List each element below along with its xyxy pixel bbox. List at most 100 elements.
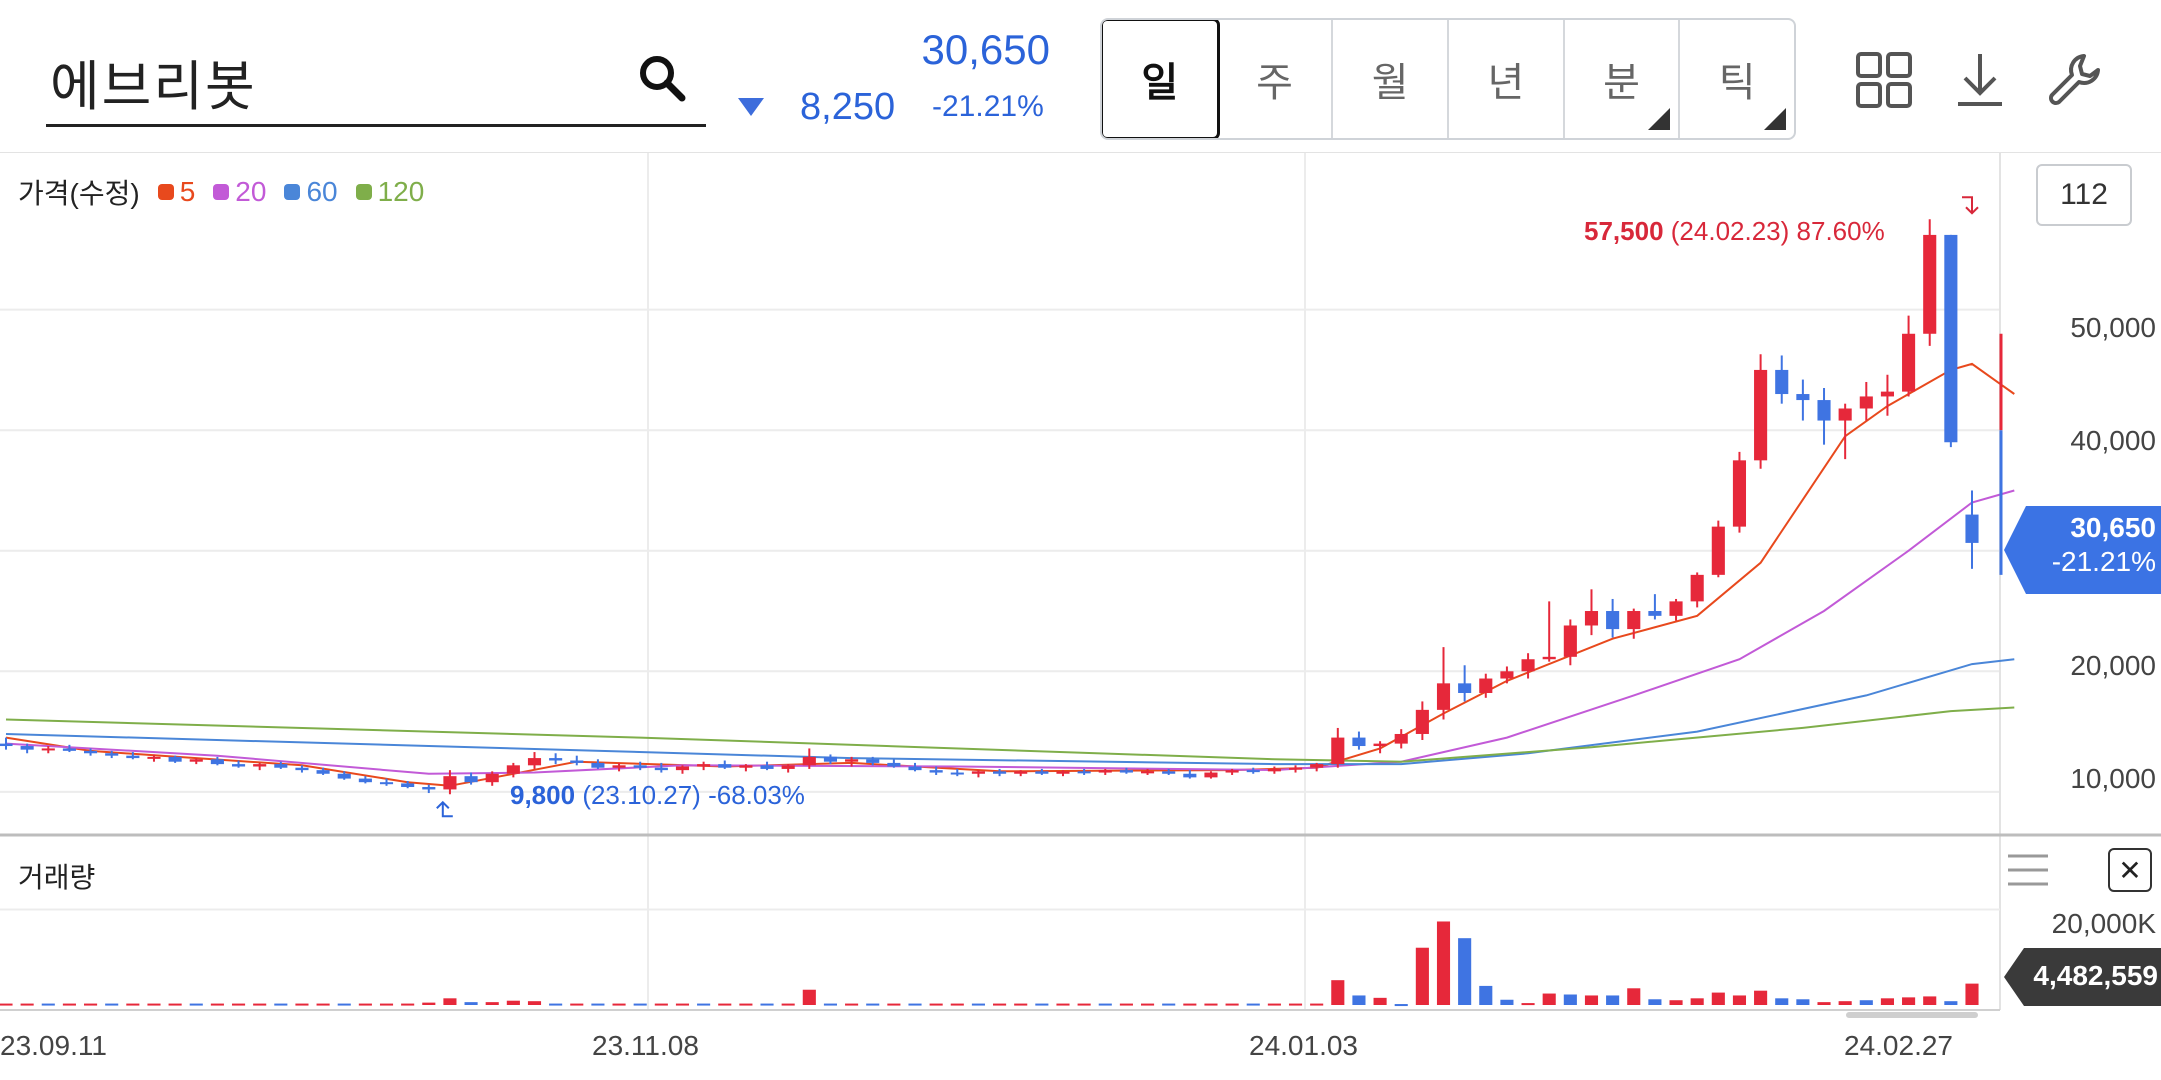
candle-body [908, 766, 922, 771]
period-tab-tick[interactable]: 틱 [1680, 20, 1794, 138]
candle-body [1246, 770, 1260, 773]
period-tab-day[interactable]: 일 [1102, 20, 1220, 138]
volume-bar [1542, 993, 1556, 1005]
period-label: 년 [1487, 60, 1525, 106]
legend-label: 5 [179, 176, 196, 207]
volume-bar [1902, 997, 1916, 1005]
volume-bar [760, 1003, 774, 1006]
candle-body [1648, 611, 1662, 616]
low-price-annotation: 9,800 (23.10.27) -68.03% [510, 780, 805, 811]
candle-body [1415, 709, 1429, 734]
grid-layout-icon[interactable] [1854, 50, 1914, 110]
volume-bar [1140, 1003, 1155, 1006]
price-legend: 가격(수정) 5 20 60 120 [18, 172, 424, 212]
high-date: (24.02.23) [1670, 216, 1790, 246]
current-volume-marker [2004, 948, 2161, 1006]
legend-label: 120 [377, 176, 425, 207]
volume-bar [1183, 1003, 1197, 1006]
candle-body [1754, 369, 1768, 461]
x-tick-label: 24.02.27 [1844, 1030, 1953, 1061]
period-tab-minute[interactable]: 분 [1565, 20, 1681, 138]
legend-ma120[interactable]: 120 [355, 176, 425, 208]
x-tick-label: 24.01.03 [1249, 1030, 1358, 1061]
candle-body [1500, 671, 1514, 679]
search-icon[interactable] [636, 52, 688, 104]
candle-body [231, 764, 246, 767]
period-tab-week[interactable]: 주 [1218, 20, 1334, 138]
ma-line-60 [5, 658, 2015, 766]
volume-bar [1627, 988, 1641, 1005]
candle-count-badge[interactable]: 112 [2036, 164, 2132, 226]
legend-label: 60 [306, 176, 338, 207]
download-icon[interactable] [1950, 50, 2010, 110]
period-tab-month[interactable]: 월 [1333, 20, 1450, 138]
submenu-corner-icon [1648, 108, 1671, 130]
candle-body [950, 772, 964, 775]
candle-body [147, 756, 161, 759]
candle-body [506, 765, 520, 774]
volume-bar [1373, 997, 1387, 1005]
volume-bar [126, 1003, 140, 1006]
volume-bar [802, 989, 816, 1005]
candle-body [802, 756, 816, 766]
candle-body [823, 756, 838, 762]
candle-body [1838, 408, 1852, 421]
volume-bar [1394, 1004, 1408, 1007]
candle-body [1204, 772, 1218, 778]
volume-bar [485, 1002, 499, 1005]
legend-ma5[interactable]: 5 [157, 176, 196, 208]
volume-bar [1415, 947, 1429, 1005]
candle-body [1775, 369, 1789, 395]
period-tab-year[interactable]: 년 [1449, 20, 1565, 138]
candle-body [189, 759, 203, 762]
candle-body [379, 782, 394, 785]
candle-body [675, 766, 690, 771]
candle-body [1944, 234, 1958, 443]
candle-body [1965, 514, 1979, 543]
legend-ma60[interactable]: 60 [284, 176, 338, 208]
hamburger-menu-icon[interactable] [2006, 852, 2050, 888]
volume-bar [527, 1001, 542, 1005]
volume-bar [1563, 994, 1577, 1005]
volume-bar [908, 1003, 922, 1006]
volume-bar [739, 1003, 753, 1006]
candle-body [1711, 526, 1725, 575]
legend-ma20[interactable]: 20 [213, 176, 266, 208]
volume-bar [62, 1003, 76, 1006]
period-label: 틱 [1718, 60, 1756, 106]
candle-body [1458, 683, 1472, 693]
candle-body [1288, 767, 1303, 770]
price-volume-chart[interactable] [0, 152, 2161, 1060]
stock-name[interactable]: 에브리봇 [50, 55, 257, 118]
stock-search-field[interactable] [46, 20, 706, 127]
candle-body [1310, 764, 1324, 768]
volume-bar [612, 1003, 626, 1006]
volume-bar [1246, 1003, 1260, 1006]
y-tick-label: 10,000 [2070, 763, 2156, 794]
down-triangle-icon [738, 98, 764, 116]
candle-body [485, 773, 499, 783]
volume-bar [1859, 1000, 1873, 1005]
current-price: 30,650 [921, 26, 1050, 73]
candle-body [1077, 771, 1091, 774]
volume-bar [1965, 983, 1979, 1005]
candle-body [1183, 773, 1197, 778]
volume-bar [464, 1002, 478, 1005]
close-icon[interactable]: ✕ [2108, 848, 2152, 892]
candle-body [570, 760, 584, 763]
volume-bar [1288, 1003, 1303, 1006]
volume-bar [1436, 921, 1451, 1005]
volume-bar [1035, 1003, 1049, 1006]
candle-body [1902, 333, 1916, 392]
volume-bar [1584, 995, 1599, 1005]
candle-body [422, 787, 436, 790]
ma-line-120 [5, 706, 2015, 763]
candle-body [1859, 396, 1873, 409]
volume-bar [358, 1003, 372, 1006]
candle-body [1436, 683, 1451, 710]
volume-bar [1267, 1003, 1281, 1006]
wrench-icon[interactable] [2044, 50, 2104, 110]
volume-bar [1352, 995, 1366, 1005]
candle-body [1098, 770, 1112, 773]
current-volume-value: 4,482,559 [2033, 960, 2158, 991]
